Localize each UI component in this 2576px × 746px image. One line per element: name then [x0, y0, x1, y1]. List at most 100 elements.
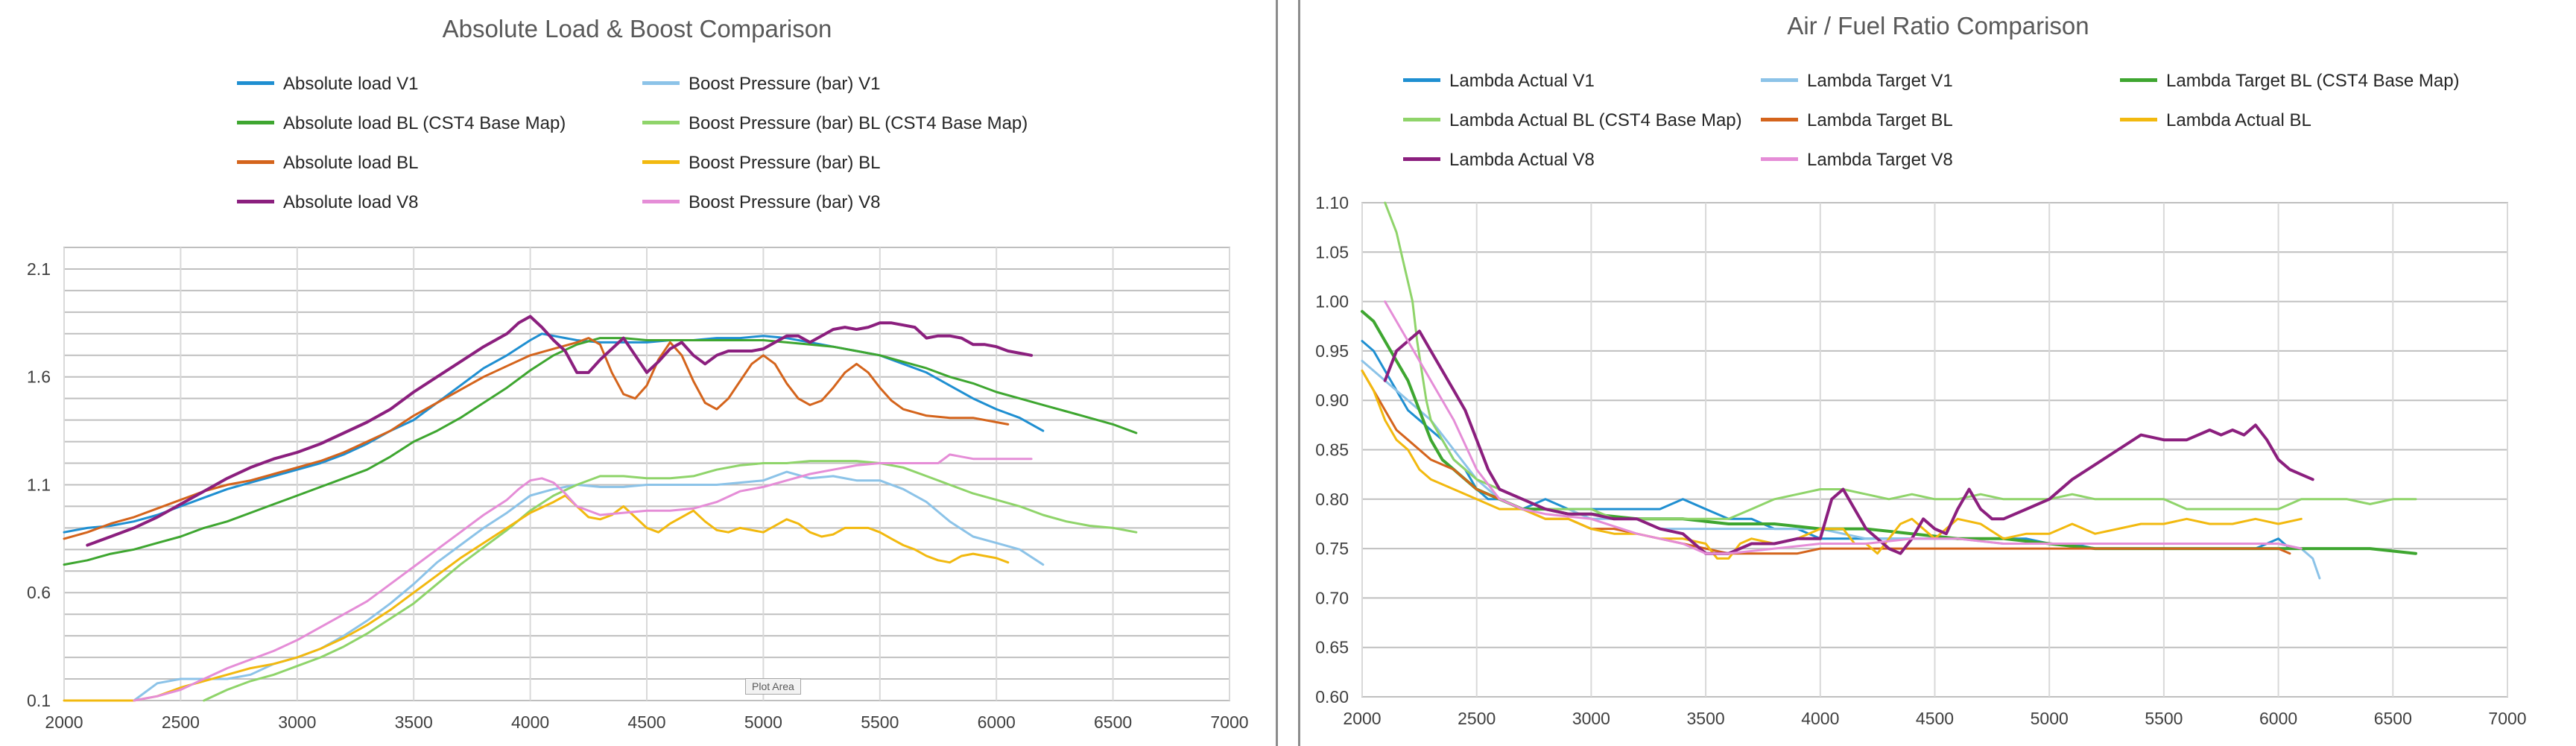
afr-chart-panel[interactable]: Air / Fuel Ratio Comparison Lambda Actua… — [1300, 0, 2576, 746]
x-tick-label: 3500 — [395, 712, 433, 732]
legend-item-lambda-target-bl[interactable]: Lambda Target BL — [1761, 110, 1953, 132]
legend-label: Lambda Actual BL (CST4 Base Map) — [1449, 110, 1742, 130]
series-line-boost-pressure-bar-bl[interactable] — [63, 494, 1010, 702]
legend-swatch — [642, 200, 680, 204]
load-boost-chart-panel[interactable]: Absolute Load & Boost Comparison Absolut… — [0, 0, 1274, 746]
y-tick-label: 0.65 — [1315, 638, 1349, 657]
legend-swatch — [642, 121, 680, 125]
legend-label: Absolute load BL — [283, 153, 419, 173]
x-tick-label: 2500 — [1458, 709, 1496, 728]
load-boost-plot[interactable]: 0.1 0.6 1.1 1.6 2.1 2000 2500 3000 3500 4000 4500 5… — [0, 0, 1274, 746]
chart-title: Absolute Load & Boost Comparison — [442, 15, 832, 42]
series-line-lambda-actual-bl[interactable] — [1361, 369, 2303, 560]
x-tick-label: 2000 — [45, 712, 83, 732]
legend-swatch — [1761, 118, 1798, 122]
y-tick-label: 1.1 — [27, 475, 51, 494]
y-tick-label: 0.90 — [1315, 391, 1349, 410]
legend-item-boost-bl-cst4[interactable]: Boost Pressure (bar) BL (CST4 Base Map) — [642, 113, 1028, 135]
x-tick-label: 5500 — [2145, 709, 2183, 728]
y-tick-label: 0.1 — [27, 691, 51, 710]
plot-area-tooltip: Plot Area — [745, 678, 801, 695]
legend-item-lambda-actual-bl[interactable]: Lambda Actual BL — [2120, 110, 2311, 132]
x-tick-label: 6500 — [2374, 709, 2412, 728]
series-line-absolute-load-bl[interactable] — [63, 337, 1010, 540]
legend-swatch — [2120, 78, 2157, 83]
legend-swatch — [1403, 118, 1440, 122]
y-tick-label: 0.80 — [1315, 490, 1349, 509]
legend-swatch — [237, 200, 274, 204]
x-tick-label: 4500 — [627, 712, 665, 732]
x-tick-label: 3000 — [1572, 709, 1610, 728]
legend-item-lambda-actual-bl-cst4[interactable]: Lambda Actual BL (CST4 Base Map) — [1403, 110, 1742, 132]
legend-item-lambda-actual-v1[interactable]: Lambda Actual V1 — [1403, 70, 1595, 92]
legend-item-lambda-actual-v8[interactable]: Lambda Actual V8 — [1403, 149, 1595, 171]
legend-item-boost-v8[interactable]: Boost Pressure (bar) V8 — [642, 192, 880, 214]
y-tick-label: 0.95 — [1315, 341, 1349, 361]
legend-swatch — [1761, 157, 1798, 162]
x-tick-label: 5500 — [861, 712, 899, 732]
y-tick-label: 0.60 — [1315, 687, 1349, 707]
legend-label: Lambda Target BL — [1807, 110, 1953, 130]
legend-swatch — [237, 160, 274, 165]
y-tick-label: 1.6 — [27, 367, 51, 387]
legend-swatch — [2120, 118, 2157, 122]
y-tick-label: 1.05 — [1315, 242, 1349, 262]
legend-label: Lambda Actual BL — [2166, 110, 2311, 130]
series-line-absolute-load-v8[interactable] — [86, 314, 1034, 547]
legend-swatch — [642, 81, 680, 86]
x-tick-label: 4000 — [511, 712, 549, 732]
series-line-lambda-target-bl-cst4-base-map[interactable] — [1361, 309, 2417, 555]
y-tick-label: 0.6 — [27, 583, 51, 602]
legend-item-boost-v1[interactable]: Boost Pressure (bar) V1 — [642, 73, 880, 95]
series-line-boost-pressure-bar-bl-cst4-base-map[interactable] — [203, 460, 1138, 702]
x-tick-label: 5000 — [744, 712, 782, 732]
y-tick-label: 1.10 — [1315, 193, 1349, 212]
legend-item-lambda-target-bl-cst4[interactable]: Lambda Target BL (CST4 Base Map) — [2120, 70, 2460, 92]
series-line-lambda-actual-bl-cst4-base-map[interactable] — [1384, 201, 2417, 520]
legend-item-absolute-load-bl-cst4[interactable]: Absolute load BL (CST4 Base Map) — [237, 113, 566, 135]
afr-plot[interactable]: 0.60 0.65 0.70 0.75 0.80 0.85 0.90 0.95 1.00 1.05… — [1300, 0, 2576, 746]
legend-item-lambda-target-v1[interactable]: Lambda Target V1 — [1761, 70, 1953, 92]
y-tick-label: 1.00 — [1315, 292, 1349, 312]
panel-divider — [1276, 0, 1278, 746]
legend-label: Boost Pressure (bar) V1 — [689, 74, 881, 94]
y-tick-label: 0.70 — [1315, 588, 1349, 607]
series-line-lambda-target-v1[interactable] — [1361, 359, 2321, 580]
x-tick-label: 6000 — [978, 712, 1016, 732]
legend-label: Lambda Target V1 — [1807, 71, 1953, 91]
legend-label: Boost Pressure (bar) BL (CST4 Base Map) — [689, 113, 1028, 133]
legend-label: Absolute load V8 — [283, 192, 419, 212]
y-tick-label: 2.1 — [27, 259, 51, 279]
legend-swatch — [237, 121, 274, 125]
legend-swatch — [1403, 78, 1440, 83]
series-line-lambda-target-bl[interactable] — [1361, 369, 2291, 555]
legend-label: Lambda Actual V8 — [1449, 150, 1595, 170]
legend-label: Lambda Target V8 — [1807, 150, 1953, 170]
legend-item-absolute-load-v1[interactable]: Absolute load V1 — [237, 73, 418, 95]
legend-label: Lambda Actual V1 — [1449, 71, 1595, 91]
legend-item-absolute-load-bl[interactable]: Absolute load BL — [237, 152, 418, 174]
series-line-boost-pressure-bar-v8[interactable] — [133, 453, 1033, 702]
chart-title: Air / Fuel Ratio Comparison — [1787, 12, 2089, 39]
x-tick-label: 7000 — [2488, 709, 2526, 728]
x-tick-label: 2000 — [1343, 709, 1381, 728]
x-tick-label: 3500 — [1687, 709, 1725, 728]
legend-item-absolute-load-v8[interactable]: Absolute load V8 — [237, 192, 418, 214]
x-tick-label: 3000 — [278, 712, 316, 732]
legend-label: Absolute load V1 — [283, 74, 419, 94]
x-tick-label: 4500 — [1916, 709, 1954, 728]
legend-item-lambda-target-v8[interactable]: Lambda Target V8 — [1761, 149, 1953, 171]
legend-item-boost-bl[interactable]: Boost Pressure (bar) BL — [642, 152, 880, 174]
x-tick-label: 4000 — [1801, 709, 1839, 728]
legend-swatch — [237, 81, 274, 86]
legend-swatch — [1403, 157, 1440, 162]
series-line-absolute-load-bl-cst4-base-map[interactable] — [63, 337, 1138, 566]
legend-label: Boost Pressure (bar) BL — [689, 153, 881, 173]
legend-label: Absolute load BL (CST4 Base Map) — [283, 113, 566, 133]
x-tick-label: 6500 — [1094, 712, 1132, 732]
series-line-lambda-target-v8[interactable] — [1384, 300, 2303, 555]
legend-swatch — [1761, 78, 1798, 83]
x-tick-label: 5000 — [2031, 709, 2069, 728]
series-line-lambda-actual-v8[interactable] — [1383, 329, 2314, 555]
y-tick-label: 0.75 — [1315, 539, 1349, 558]
